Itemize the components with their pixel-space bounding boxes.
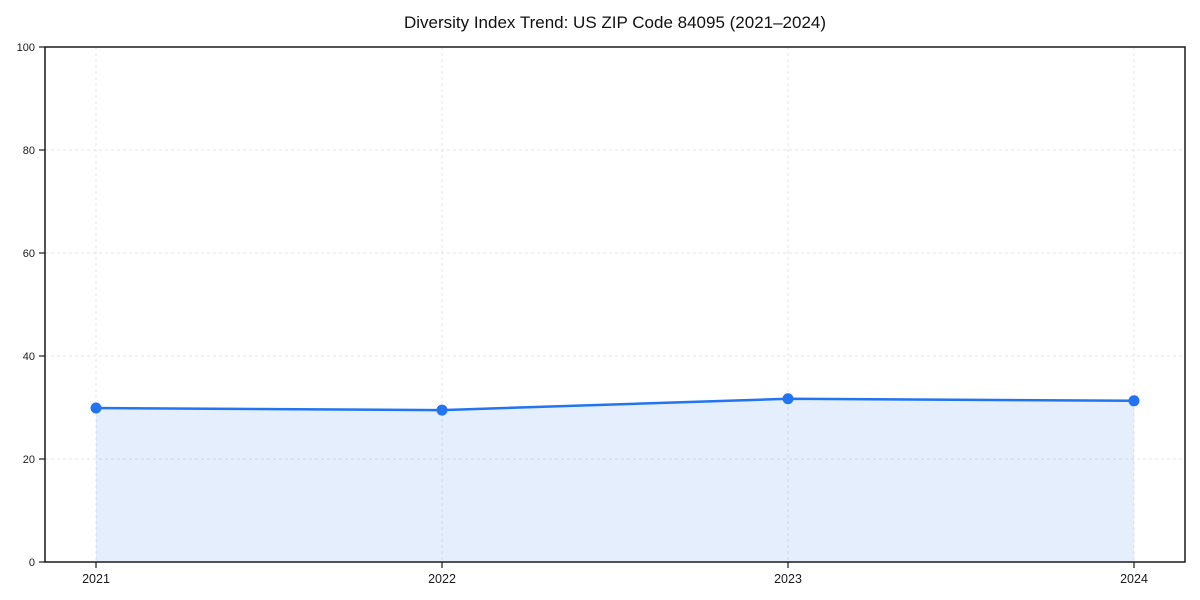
data-point-2023 <box>782 393 794 405</box>
data-point-2024 <box>1128 395 1140 407</box>
y-tick-label: 20 <box>23 454 35 466</box>
data-point-2021 <box>90 402 102 414</box>
x-tick-label: 2022 <box>428 572 456 586</box>
y-tick-label: 0 <box>29 557 35 569</box>
x-tick-label: 2023 <box>774 572 802 586</box>
trend-line <box>94 397 1136 412</box>
area-fill <box>96 398 1134 562</box>
data-point-2022 <box>436 404 448 416</box>
y-tick-label: 40 <box>23 351 35 363</box>
chart-title: Diversity Index Trend: US ZIP Code 84095… <box>403 13 827 32</box>
x-tick-label: 2024 <box>1120 572 1148 586</box>
y-tick-label: 60 <box>23 248 35 260</box>
plot-border <box>44 46 1186 563</box>
x-tick-label: 2021 <box>82 572 110 586</box>
y-tick-label: 100 <box>17 42 35 54</box>
y-tick-label: 80 <box>23 145 35 157</box>
